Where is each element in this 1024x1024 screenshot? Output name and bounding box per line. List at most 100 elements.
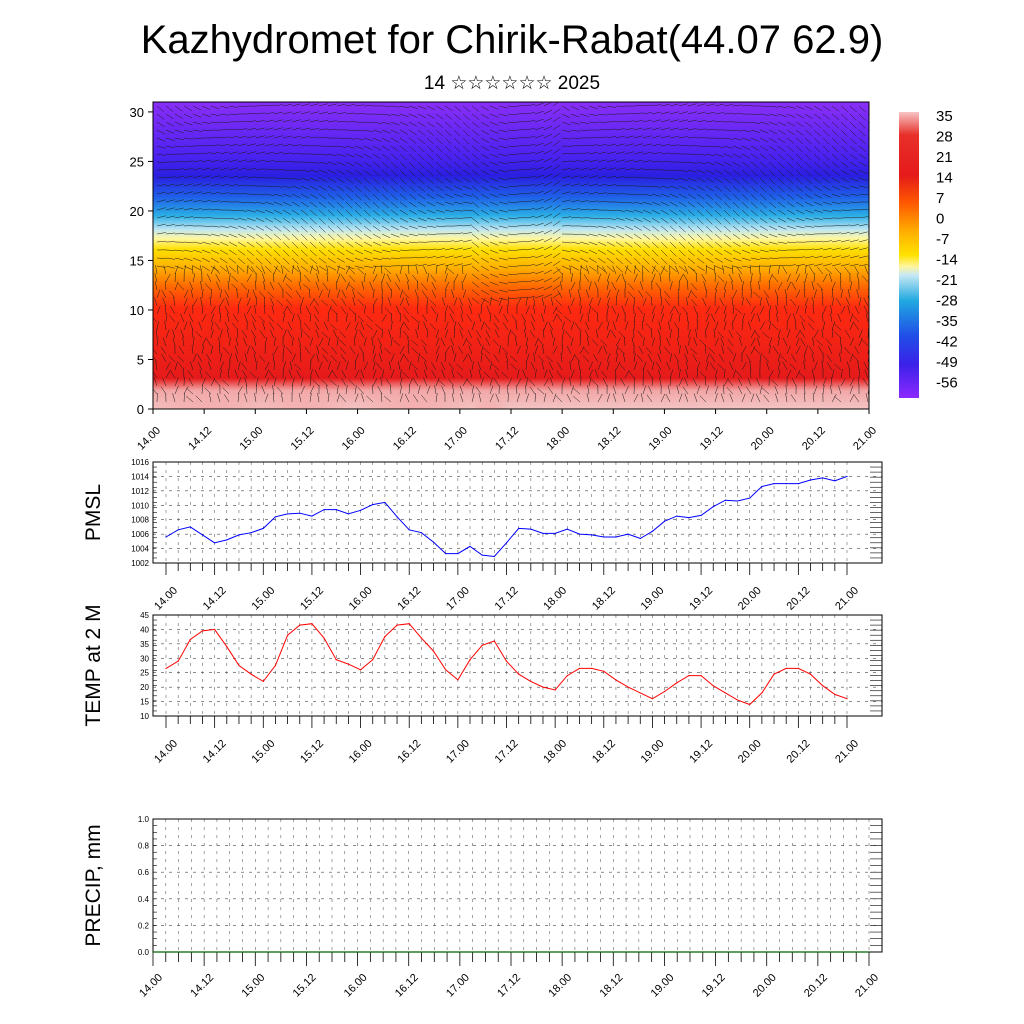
- y-tick-label: 1010: [131, 501, 149, 510]
- wind-barb: [228, 233, 238, 238]
- wind-barb: [201, 144, 211, 147]
- wind-barb: [828, 273, 833, 283]
- wind-barb: [831, 201, 841, 205]
- wind-barb: [642, 168, 652, 171]
- wind-barb: [795, 225, 805, 229]
- y-tick-label: 30: [140, 654, 149, 663]
- wind-barb: [552, 276, 561, 283]
- wind-barb: [183, 305, 188, 315]
- wind-barb: [750, 249, 760, 253]
- wind-barb: [723, 321, 727, 331]
- wind-barb: [789, 363, 797, 371]
- x-tick-label: 17.00: [444, 972, 472, 1000]
- wind-barb: [318, 233, 326, 241]
- wind-barb: [162, 297, 167, 307]
- x-tick-label: 17.00: [444, 585, 472, 613]
- wind-barb: [750, 265, 760, 268]
- wind-barb: [390, 313, 392, 323]
- wind-barb: [309, 119, 319, 123]
- wind-barb: [469, 369, 473, 379]
- wind-barb: [255, 249, 263, 257]
- wind-barb: [201, 233, 211, 236]
- wind-barb: [232, 322, 239, 331]
- wind-barb: [750, 185, 758, 193]
- wind-barb: [762, 331, 770, 339]
- wind-barb: [174, 257, 184, 261]
- wind-barb: [155, 361, 158, 371]
- x-tick-label: 20.00: [736, 585, 764, 613]
- wind-barb: [615, 167, 625, 171]
- wind-barb: [408, 105, 418, 109]
- wind-barb: [282, 127, 292, 131]
- wind-barb: [678, 201, 687, 208]
- x-tick-label: 20.12: [785, 738, 813, 766]
- wind-barb: [561, 329, 565, 339]
- wind-barb: [331, 298, 338, 307]
- wind-barb: [318, 337, 324, 347]
- wind-barb: [408, 265, 410, 275]
- wind-barb: [750, 201, 758, 209]
- wind-barb: [480, 113, 489, 119]
- wind-barb: [570, 129, 580, 132]
- wind-barb: [777, 281, 783, 291]
- wind-barb: [678, 274, 684, 283]
- wind-barb: [759, 201, 767, 209]
- wind-barb: [771, 274, 779, 283]
- wind-barb: [804, 177, 813, 184]
- wind-barb: [723, 305, 727, 315]
- wind-barb: [327, 145, 337, 148]
- wind-barb: [453, 297, 458, 307]
- wind-barb: [795, 249, 805, 251]
- wind-barb: [244, 377, 248, 387]
- wind-barb: [272, 385, 275, 395]
- data-point: [809, 479, 812, 481]
- wind-barb: [273, 111, 283, 115]
- wind-barb: [210, 225, 220, 228]
- wind-barb: [736, 266, 743, 275]
- wind-barb: [435, 129, 443, 137]
- wind-barb: [831, 247, 841, 251]
- wind-barb: [552, 156, 561, 163]
- wind-barb: [394, 282, 401, 291]
- wind-barb: [372, 145, 382, 151]
- wind-barb: [478, 369, 482, 379]
- wind-barb: [642, 225, 651, 232]
- wind-barb: [340, 306, 347, 315]
- y-tick-label: 0.6: [138, 868, 150, 877]
- wind-barb: [210, 257, 219, 263]
- wind-barb: [398, 361, 401, 371]
- wind-barb: [543, 253, 553, 259]
- wind-barb: [246, 120, 256, 123]
- wind-barb: [840, 105, 849, 112]
- wind-barb: [525, 192, 535, 195]
- wind-barb: [219, 151, 229, 155]
- wind-barb: [300, 353, 302, 363]
- wind-barb: [624, 209, 634, 213]
- wind-barb: [412, 394, 419, 403]
- wind-barb: [156, 257, 166, 259]
- wind-barb: [678, 241, 686, 249]
- wind-barb: [273, 225, 282, 232]
- wind-barb: [219, 313, 221, 323]
- wind-barb: [498, 177, 508, 181]
- wind-barb: [218, 337, 221, 347]
- wind-barb: [327, 169, 337, 174]
- wind-barb: [165, 369, 171, 379]
- wind-barb: [273, 160, 283, 163]
- wind-barb: [642, 160, 652, 163]
- wind-barb: [313, 298, 320, 307]
- wind-barb: [734, 308, 743, 315]
- wind-barb: [192, 265, 202, 271]
- wind-barb: [543, 393, 547, 403]
- wind-barb: [282, 225, 291, 232]
- wind-barb: [255, 217, 265, 222]
- wind-barb: [269, 281, 275, 291]
- wind-barb: [291, 201, 300, 207]
- wind-barb: [489, 385, 494, 395]
- wind-barb: [525, 144, 535, 147]
- x-tick-label: 19.12: [687, 585, 715, 613]
- wind-barb: [777, 361, 781, 371]
- wind-barb: [822, 273, 828, 283]
- wind-barb: [651, 152, 661, 155]
- wind-barb: [471, 257, 480, 264]
